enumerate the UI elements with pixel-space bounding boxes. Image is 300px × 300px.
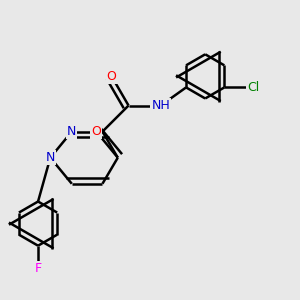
Text: NH: NH <box>152 99 170 112</box>
Text: O: O <box>92 125 101 138</box>
Text: N: N <box>46 151 55 164</box>
Text: O: O <box>107 70 117 83</box>
Text: F: F <box>34 262 42 275</box>
Text: Cl: Cl <box>247 81 260 94</box>
Text: N: N <box>67 125 76 138</box>
